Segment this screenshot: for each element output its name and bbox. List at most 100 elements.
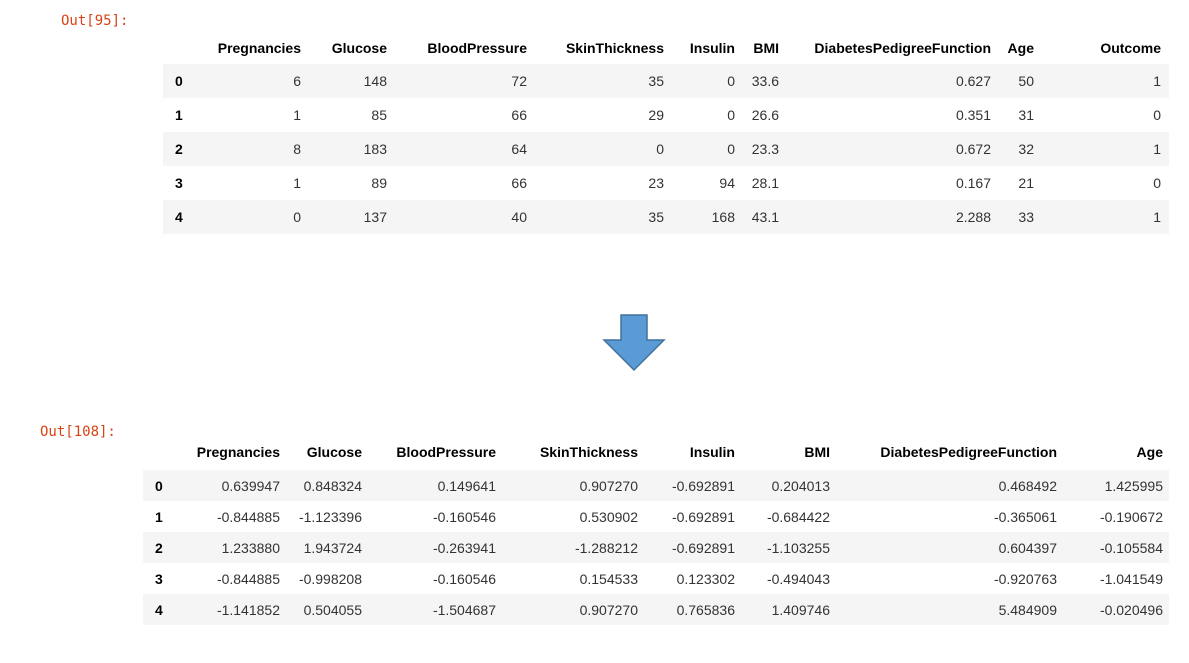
column-header: SkinThickness	[565, 39, 664, 56]
table-cell: 33	[1018, 209, 1034, 225]
table-cell: 94	[719, 175, 735, 191]
table-cell: 0.468492	[998, 477, 1057, 494]
column-header: DiabetesPedigreeFunction	[814, 39, 991, 56]
table-cell: 31	[1018, 107, 1034, 123]
row-index: 3	[155, 570, 163, 587]
table-cell: -0.684422	[766, 508, 830, 525]
table-cell: -0.692891	[671, 477, 735, 494]
table-cell: 5.484909	[998, 601, 1057, 618]
table-cell: 148	[363, 73, 387, 89]
row-index: 2	[175, 141, 183, 157]
column-header: Pregnancies	[196, 444, 280, 460]
table-row: 0 6 148 72 35 0 33.6 0.627 50 1	[163, 64, 1169, 98]
column-header: Age	[1136, 444, 1163, 460]
table-cell: -0.160546	[432, 508, 496, 525]
table-cell: 137	[363, 209, 387, 225]
table-cell: 168	[711, 209, 735, 225]
table-cell: 0.123302	[676, 570, 735, 587]
column-header: Insulin	[689, 39, 735, 56]
table-cell: 0	[1153, 107, 1161, 123]
table-row: 3 1 89 66 23 94 28.1 0.167 21 0	[163, 166, 1169, 200]
table-cell: 0.627	[955, 73, 991, 89]
table-cell: 0.907270	[579, 601, 638, 618]
table-row: 1 -0.844885 -1.123396 -0.160546 0.530902 -0.6…	[143, 501, 1169, 532]
table-cell: 29	[648, 107, 664, 123]
table-cell: 26.6	[751, 107, 779, 123]
column-header: BloodPressure	[396, 444, 496, 460]
table-cell: -0.190672	[1099, 508, 1163, 525]
table-row: 0 0.639947 0.848324 0.149641 0.907270 -0.6928…	[143, 470, 1169, 501]
table-cell: 1	[293, 175, 301, 191]
column-header: Pregnancies	[217, 39, 301, 56]
table-cell: 1.233880	[221, 539, 280, 556]
table-row: 4 0 137 40 35 168 43.1 2.288 33 1	[163, 200, 1169, 234]
table-cell: -0.998208	[298, 570, 362, 587]
index-header	[143, 434, 175, 470]
row-index: 3	[175, 175, 183, 191]
table-cell: 85	[371, 107, 387, 123]
table-cell: 1	[293, 107, 301, 123]
table-cell: -1.288212	[574, 539, 638, 556]
row-index: 0	[175, 73, 183, 89]
table-row: 2 1.233880 1.943724 -0.263941 -1.288212 -0.69…	[143, 532, 1169, 563]
table-cell: 33.6	[751, 73, 779, 89]
table-cell: -1.504687	[432, 601, 496, 618]
table-cell: -1.141852	[216, 601, 280, 618]
table-cell: -0.160546	[432, 570, 496, 587]
row-index: 4	[175, 209, 183, 225]
table-cell: 0	[656, 141, 664, 157]
table-cell: -0.692891	[671, 539, 735, 556]
column-header: BMI	[753, 39, 779, 56]
table-row: 1 1 85 66 29 0 26.6 0.351 31 0	[163, 98, 1169, 132]
table-cell: 50	[1018, 73, 1034, 89]
table-cell: 0.154533	[579, 570, 638, 587]
table-cell: 0	[293, 209, 301, 225]
dataframe-scaled: Pregnancies Glucose BloodPressure SkinTh…	[143, 434, 1169, 625]
table-cell: 0.848324	[303, 477, 362, 494]
table-cell: 1.425995	[1104, 477, 1163, 494]
table-cell: 0	[727, 107, 735, 123]
table-cell: 0	[727, 141, 735, 157]
table-cell: -0.494043	[766, 570, 830, 587]
column-header: Insulin	[689, 444, 735, 460]
table-cell: -0.105584	[1099, 539, 1163, 556]
table-cell: 66	[511, 107, 527, 123]
table-cell: 89	[371, 175, 387, 191]
row-index: 2	[155, 539, 163, 556]
table-cell: -0.020496	[1099, 601, 1163, 618]
table-cell: -1.103255	[766, 539, 830, 556]
table-cell: 23.3	[751, 141, 779, 157]
row-index: 1	[155, 508, 163, 525]
column-header: Glucose	[331, 39, 387, 56]
table-cell: 0.530902	[579, 508, 638, 525]
table-cell: 1.409746	[771, 601, 830, 618]
output-prompt-108: Out[108]:	[40, 424, 116, 440]
table-cell: 0.907270	[579, 477, 638, 494]
table-row: 2 8 183 64 0 0 23.3 0.672 32 1	[163, 132, 1169, 166]
table-cell: 35	[648, 73, 664, 89]
table-cell: 72	[511, 73, 527, 89]
table-cell: 0.672	[955, 141, 991, 157]
table-cell: -0.844885	[216, 508, 280, 525]
table-cell: 8	[293, 141, 301, 157]
table-row: 4 -1.141852 0.504055 -1.504687 0.907270 0.765…	[143, 594, 1169, 625]
table-cell: 183	[363, 141, 387, 157]
arrow-down-icon	[602, 314, 666, 372]
table-cell: -0.692891	[671, 508, 735, 525]
table-cell: 0.167	[955, 175, 991, 191]
table-cell: 0.204013	[771, 477, 830, 494]
table-cell: 1	[1153, 73, 1161, 89]
column-header: Age	[1007, 39, 1034, 56]
column-header: DiabetesPedigreeFunction	[880, 444, 1057, 460]
column-header: SkinThickness	[539, 444, 638, 460]
table-cell: 0.604397	[998, 539, 1057, 556]
table-cell: -0.263941	[432, 539, 496, 556]
row-index: 1	[175, 107, 183, 123]
table-cell: 35	[648, 209, 664, 225]
table-cell: 43.1	[751, 209, 779, 225]
table-cell: 40	[511, 209, 527, 225]
table-cell: 0	[727, 73, 735, 89]
header-row: Pregnancies Glucose BloodPressure SkinTh…	[143, 434, 1169, 470]
index-header	[163, 31, 196, 64]
table-cell: 0.765836	[676, 601, 735, 618]
